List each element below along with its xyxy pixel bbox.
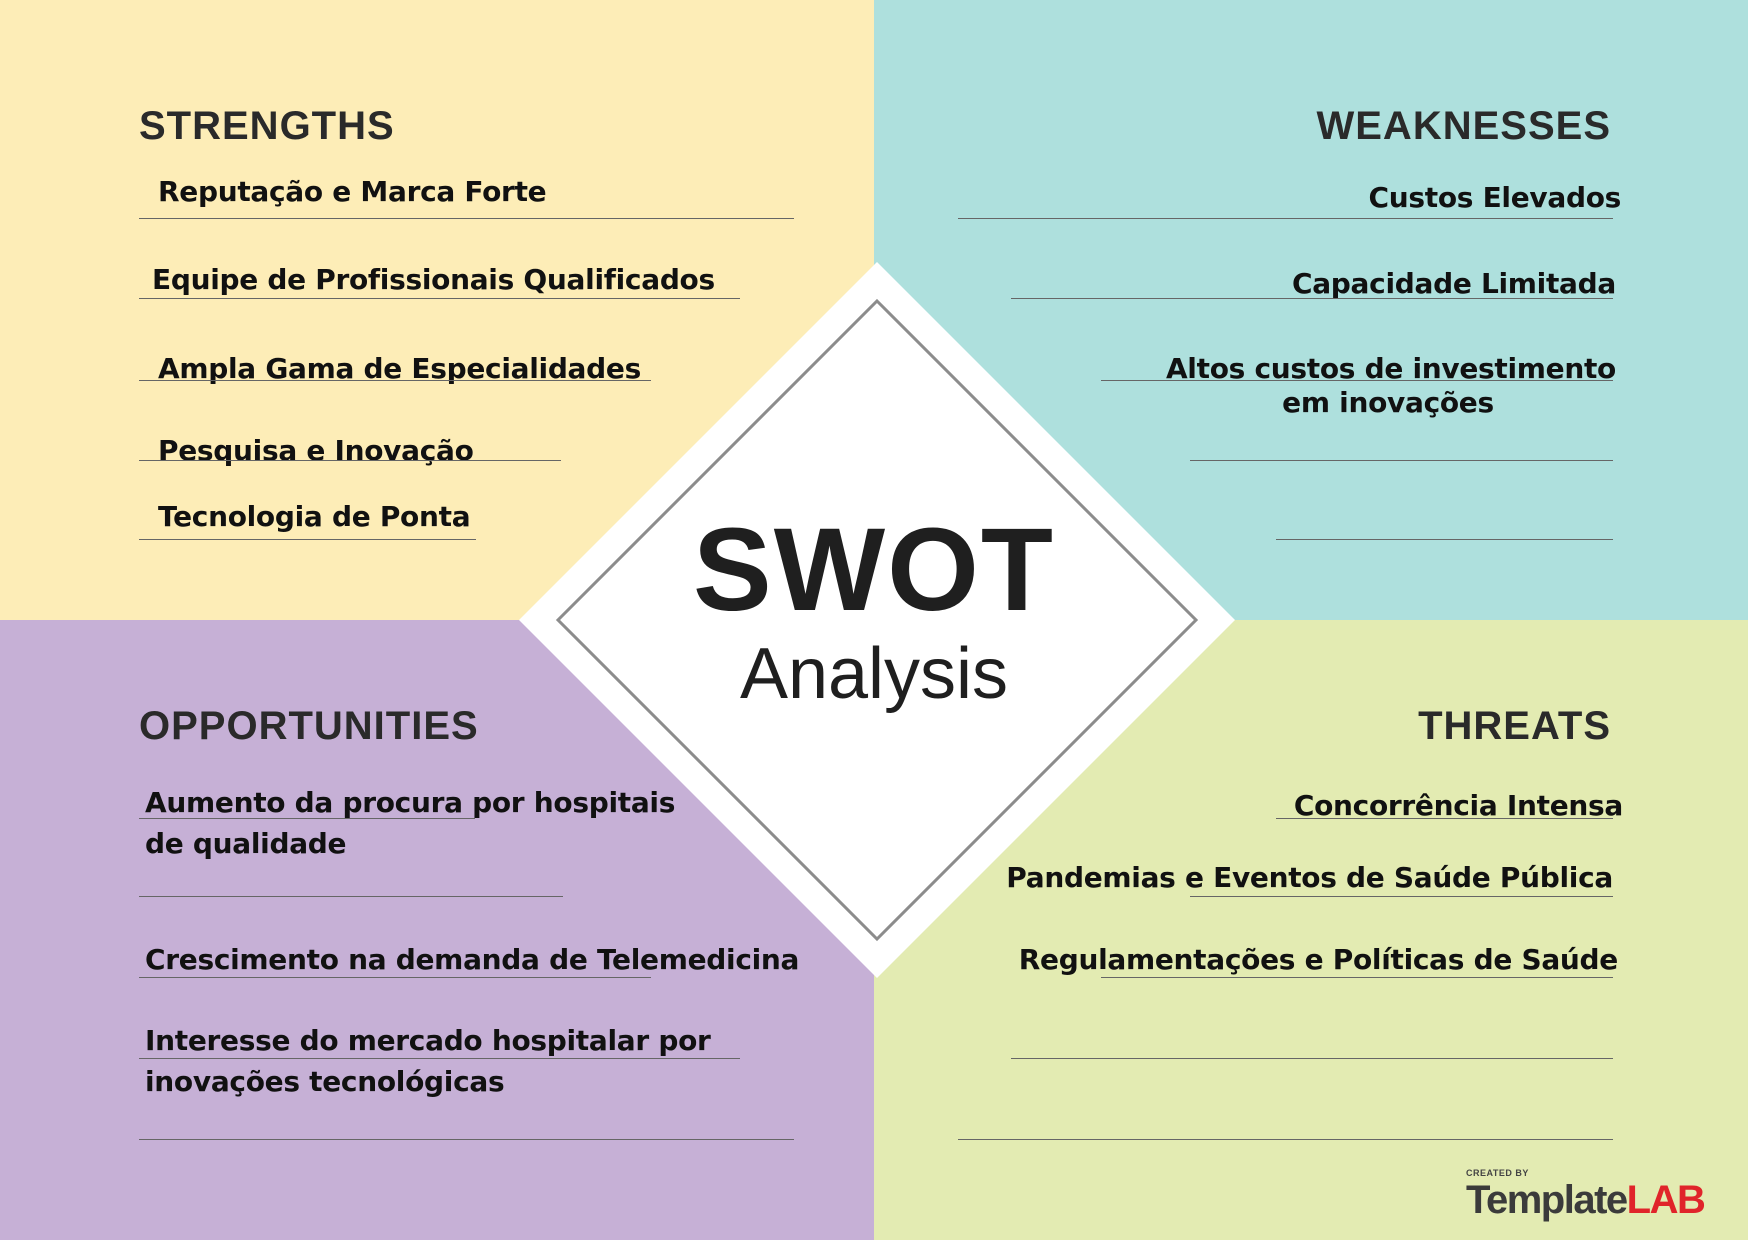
opportunity-item: inovações tecnológicas [145,1065,505,1098]
weakness-line [1011,298,1613,299]
templatelab-logo: CREATED BY TemplateLAB [1466,1168,1716,1228]
weakness-line [1190,460,1613,461]
strength-line [139,298,740,299]
weakness-item: em inovações [1282,386,1494,419]
opportunity-line [139,1058,740,1059]
strength-item: Ampla Gama de Especialidades [158,352,641,385]
opportunity-line [139,977,651,978]
opportunity-item: Aumento da procura por hospitais [145,786,676,819]
weakness-line [1101,380,1613,381]
strength-item: Tecnologia de Ponta [158,500,471,533]
swot-title: SWOT [693,504,1055,636]
opportunity-line [139,896,563,897]
swot-subtitle: Analysis [739,634,1009,714]
logo-wordmark: TemplateLAB [1466,1178,1706,1222]
strength-line [139,380,651,381]
strength-item: Equipe de Profissionais Qualificados [152,263,715,296]
weakness-item: Custos Elevados [1368,181,1622,214]
threat-line [958,1139,1613,1140]
threat-line [1101,977,1613,978]
threat-line [1190,896,1613,897]
threat-item: Concorrência Intensa [1293,789,1623,822]
threat-line [1011,1058,1613,1059]
weakness-line [958,218,1613,219]
weaknesses-heading: WEAKNESSES [1316,104,1611,148]
threats-heading: THREATS [1418,704,1611,748]
threat-line [1276,818,1613,819]
strength-line [139,460,561,461]
threat-item: Regulamentações e Políticas de Saúde [1018,943,1619,976]
diamond-background [519,262,1235,978]
weakness-item: Capacidade Limitada [1291,267,1616,300]
logo-created-by: CREATED BY [1466,1168,1529,1178]
strength-item: Pesquisa e Inovação [158,434,474,467]
opportunity-item: Crescimento na demanda de Telemedicina [145,943,800,976]
diamond-border [555,298,1199,942]
opportunities-heading: OPPORTUNITIES [139,704,479,748]
opportunity-item: de qualidade [145,827,347,860]
weakness-item: Altos custos de investimento [1165,352,1616,385]
opportunity-line [139,1139,794,1140]
strength-item: Reputação e Marca Forte [158,175,547,208]
logo-part-lab: LAB [1626,1178,1706,1222]
weakness-line [1276,539,1613,540]
opportunity-line [139,818,475,819]
strengths-heading: STRENGTHS [139,104,395,148]
strength-line [139,218,794,219]
opportunity-item: Interesse do mercado hospitalar por [145,1024,711,1057]
strength-line [139,539,476,540]
threat-item: Pandemias e Eventos de Saúde Pública [1006,861,1613,894]
logo-part-template: Template [1466,1178,1628,1222]
